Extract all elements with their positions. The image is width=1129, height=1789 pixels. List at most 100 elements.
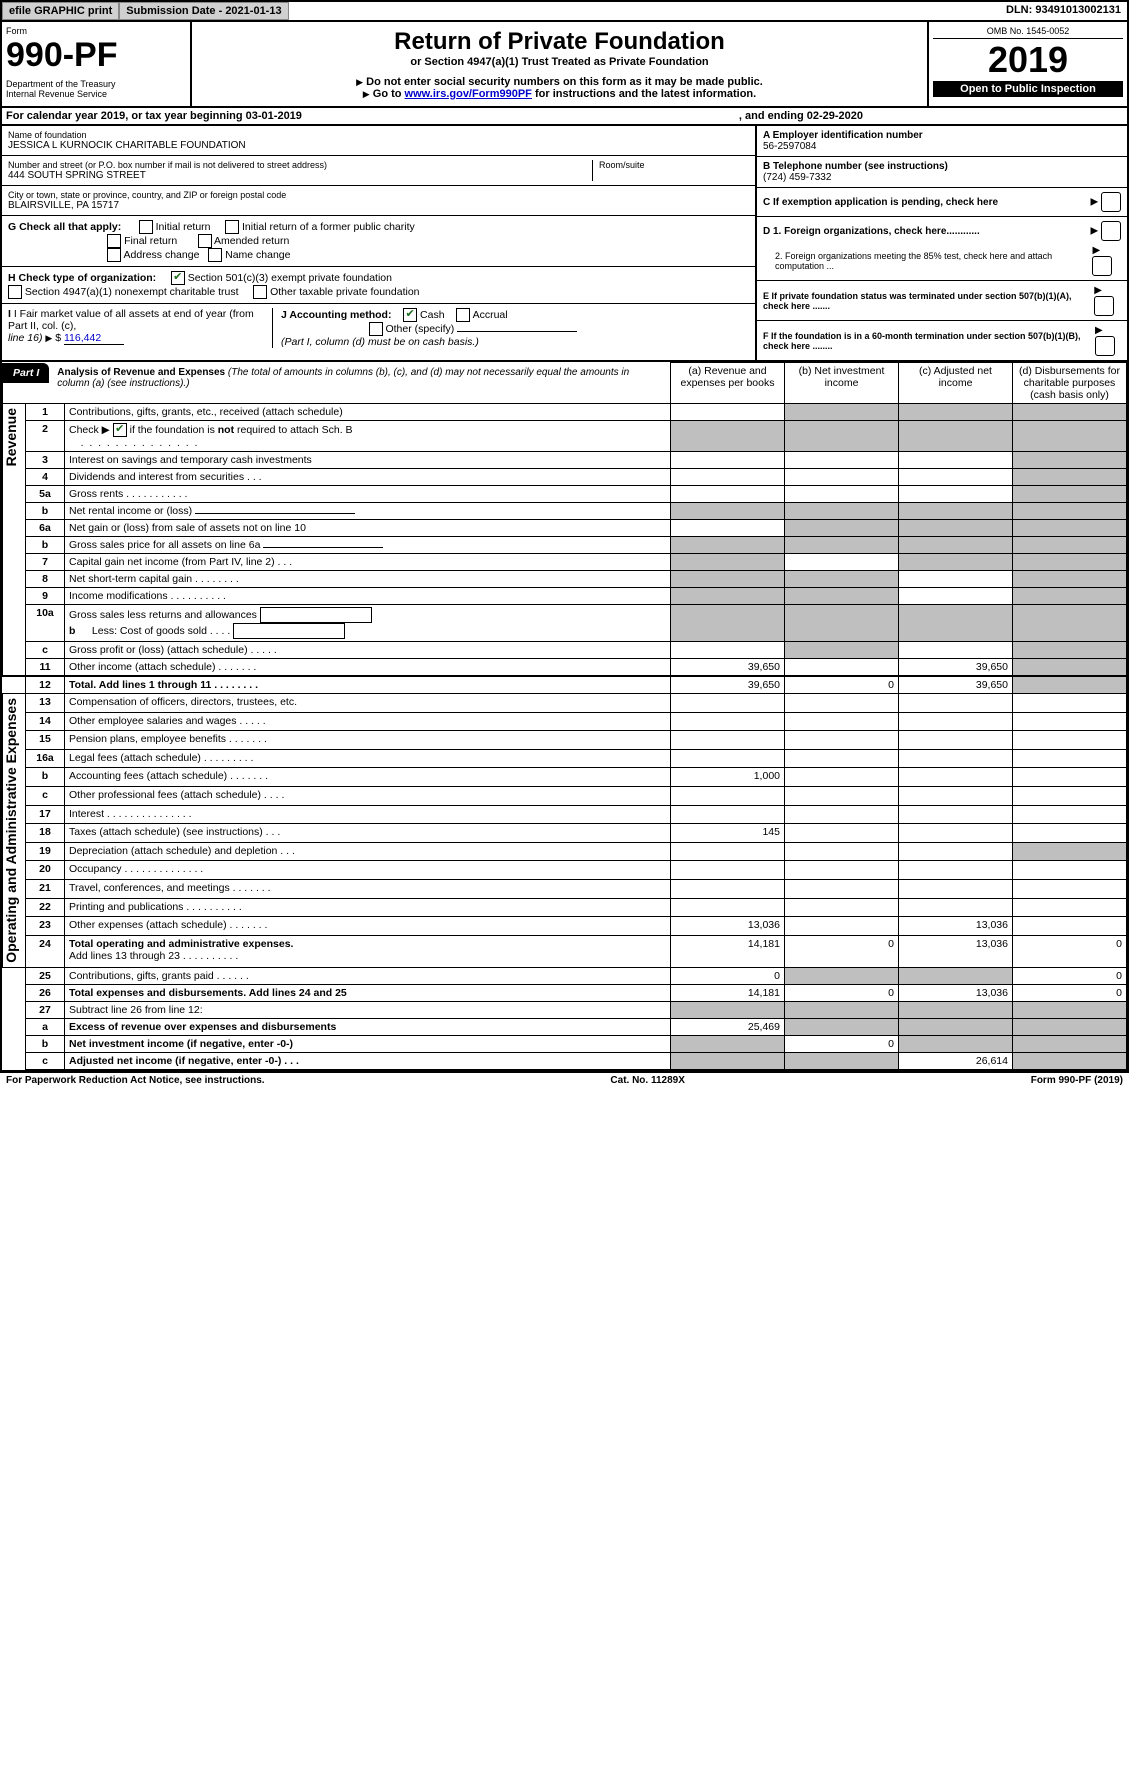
part1-title: Analysis of Revenue and Expenses [57,367,225,378]
col-c-header: (c) Adjusted net income [899,363,1013,404]
phone-value: (724) 459-7332 [763,172,1121,183]
page-footer: For Paperwork Reduction Act Notice, see … [0,1072,1129,1088]
city-label: City or town, state or province, country… [8,190,749,200]
table-row: 5aGross rents . . . . . . . . . . . [3,486,1127,503]
form-word: Form [6,26,186,36]
calendar-year-row: For calendar year 2019, or tax year begi… [2,108,1127,126]
60month-checkbox[interactable] [1095,336,1115,356]
table-row: 2 Check ▶ ✔ if the foundation is not req… [3,421,1127,452]
efile-button[interactable]: efile GRAPHIC print [2,2,119,20]
other-taxable-checkbox[interactable] [253,285,267,299]
exemption-pending-label: C If exemption application is pending, c… [763,197,998,208]
table-row: 4Dividends and interest from securities … [3,469,1127,486]
form-subtitle: or Section 4947(a)(1) Trust Treated as P… [198,56,921,68]
foreign-85-checkbox[interactable] [1092,256,1112,276]
name-label: Name of foundation [8,130,749,140]
dept-label: Department of the Treasury [6,79,186,89]
table-row: 19Depreciation (attach schedule) and dep… [3,842,1127,861]
col-b-header: (b) Net investment income [785,363,899,404]
entity-info-block: Name of foundation JESSICA L KURNOCIK CH… [2,126,1127,362]
table-row: 23Other expenses (attach schedule) . . .… [3,917,1127,936]
revenue-section-label: Revenue [3,404,19,470]
cash-checkbox[interactable]: ✔ [403,308,417,322]
submission-date: Submission Date - 2021-01-13 [119,2,288,20]
501c3-checkbox[interactable]: ✔ [171,271,185,285]
ein-value: 56-2597084 [763,141,1121,152]
table-row: Revenue 1 Contributions, gifts, grants, … [3,404,1127,421]
fmv-value: 116,442 [64,332,124,345]
foreign-org-label: D 1. Foreign organizations, check here..… [763,226,980,237]
part1-label: Part I [3,363,49,383]
table-row: 9Income modifications . . . . . . . . . … [3,588,1127,605]
footer-right: Form 990-PF (2019) [1031,1075,1123,1086]
table-row: bNet rental income or (loss) [3,503,1127,520]
accrual-checkbox[interactable] [456,308,470,322]
60month-label: F If the foundation is in a 60-month ter… [763,331,1095,351]
table-row: 16aLegal fees (attach schedule) . . . . … [3,749,1127,768]
table-row: cGross profit or (loss) (attach schedule… [3,642,1127,659]
col-a-header: (a) Revenue and expenses per books [671,363,785,404]
foreign-85-label: 2. Foreign organizations meeting the 85%… [763,251,1092,271]
amended-return-checkbox[interactable] [198,234,212,248]
instructions-link[interactable]: www.irs.gov/Form990PF [405,88,532,100]
irs-label: Internal Revenue Service [6,89,186,99]
4947-checkbox[interactable] [8,285,22,299]
footer-left: For Paperwork Reduction Act Notice, see … [6,1075,265,1086]
address-change-checkbox[interactable] [107,248,121,262]
footer-mid: Cat. No. 11289X [610,1075,684,1086]
table-row: cAdjusted net income (if negative, enter… [3,1052,1127,1069]
form-title: Return of Private Foundation [198,28,921,56]
table-row: 8Net short-term capital gain . . . . . .… [3,571,1127,588]
section-i-j: I I Fair market value of all assets at e… [2,304,755,352]
table-row: bNet investment income (if negative, ent… [3,1035,1127,1052]
table-row: 10aGross sales less returns and allowanc… [3,605,1127,642]
table-row: 25Contributions, gifts, grants paid . . … [3,967,1127,984]
table-row: 11Other income (attach schedule) . . . .… [3,659,1127,677]
form-number: 990-PF [6,36,186,75]
cash-basis-note: (Part I, column (d) must be on cash basi… [281,336,479,348]
foreign-org-checkbox[interactable] [1101,221,1121,241]
addr-label: Number and street (or P.O. box number if… [8,160,592,170]
table-row: aExcess of revenue over expenses and dis… [3,1018,1127,1035]
section-h: H Check type of organization: ✔ Section … [2,267,755,304]
table-row: 15Pension plans, employee benefits . . .… [3,731,1127,750]
table-row: 17Interest . . . . . . . . . . . . . . . [3,805,1127,824]
name-change-checkbox[interactable] [208,248,222,262]
city-state-zip: BLAIRSVILLE, PA 15717 [8,200,749,211]
final-return-checkbox[interactable] [107,234,121,248]
status-terminated-checkbox[interactable] [1094,296,1114,316]
table-row: 26Total expenses and disbursements. Add … [3,984,1127,1001]
room-label: Room/suite [599,160,749,170]
other-method-checkbox[interactable] [369,322,383,336]
table-row: Operating and Administrative Expenses 13… [3,694,1127,713]
table-row: 14Other employee salaries and wages . . … [3,712,1127,731]
expenses-section-label: Operating and Administrative Expenses [3,694,19,967]
initial-former-checkbox[interactable] [225,220,239,234]
table-row: 12Total. Add lines 1 through 11 . . . . … [3,676,1127,694]
ein-label: A Employer identification number [763,130,1121,141]
foundation-name: JESSICA L KURNOCIK CHARITABLE FOUNDATION [8,140,749,151]
omb-label: OMB No. 1545-0052 [933,26,1123,39]
note-privacy: Do not enter social security numbers on … [366,76,763,88]
street-address: 444 SOUTH SPRING STREET [8,170,592,181]
table-row: 18Taxes (attach schedule) (see instructi… [3,824,1127,843]
sch-b-checkbox[interactable]: ✔ [113,423,127,437]
phone-label: B Telephone number (see instructions) [763,161,1121,172]
table-row: bGross sales price for all assets on lin… [3,537,1127,554]
table-row: 3Interest on savings and temporary cash … [3,452,1127,469]
table-row: 27Subtract line 26 from line 12: [3,1001,1127,1018]
tax-year: 2019 [933,39,1123,81]
table-row: 21Travel, conferences, and meetings . . … [3,880,1127,899]
status-terminated-label: E If private foundation status was termi… [763,291,1094,311]
initial-return-checkbox[interactable] [139,220,153,234]
table-row: 22Printing and publications . . . . . . … [3,898,1127,917]
open-public-label: Open to Public Inspection [933,81,1123,97]
section-g: G Check all that apply: Initial return I… [2,216,755,267]
table-row: cOther professional fees (attach schedul… [3,787,1127,806]
part1-table: Part I Analysis of Revenue and Expenses … [2,362,1127,1070]
exemption-pending-checkbox[interactable] [1101,192,1121,212]
top-bar: efile GRAPHIC print Submission Date - 20… [2,2,1127,22]
col-d-header: (d) Disbursements for charitable purpose… [1013,363,1127,404]
table-row: 20Occupancy . . . . . . . . . . . . . . [3,861,1127,880]
form-header: Form 990-PF Department of the Treasury I… [2,22,1127,108]
